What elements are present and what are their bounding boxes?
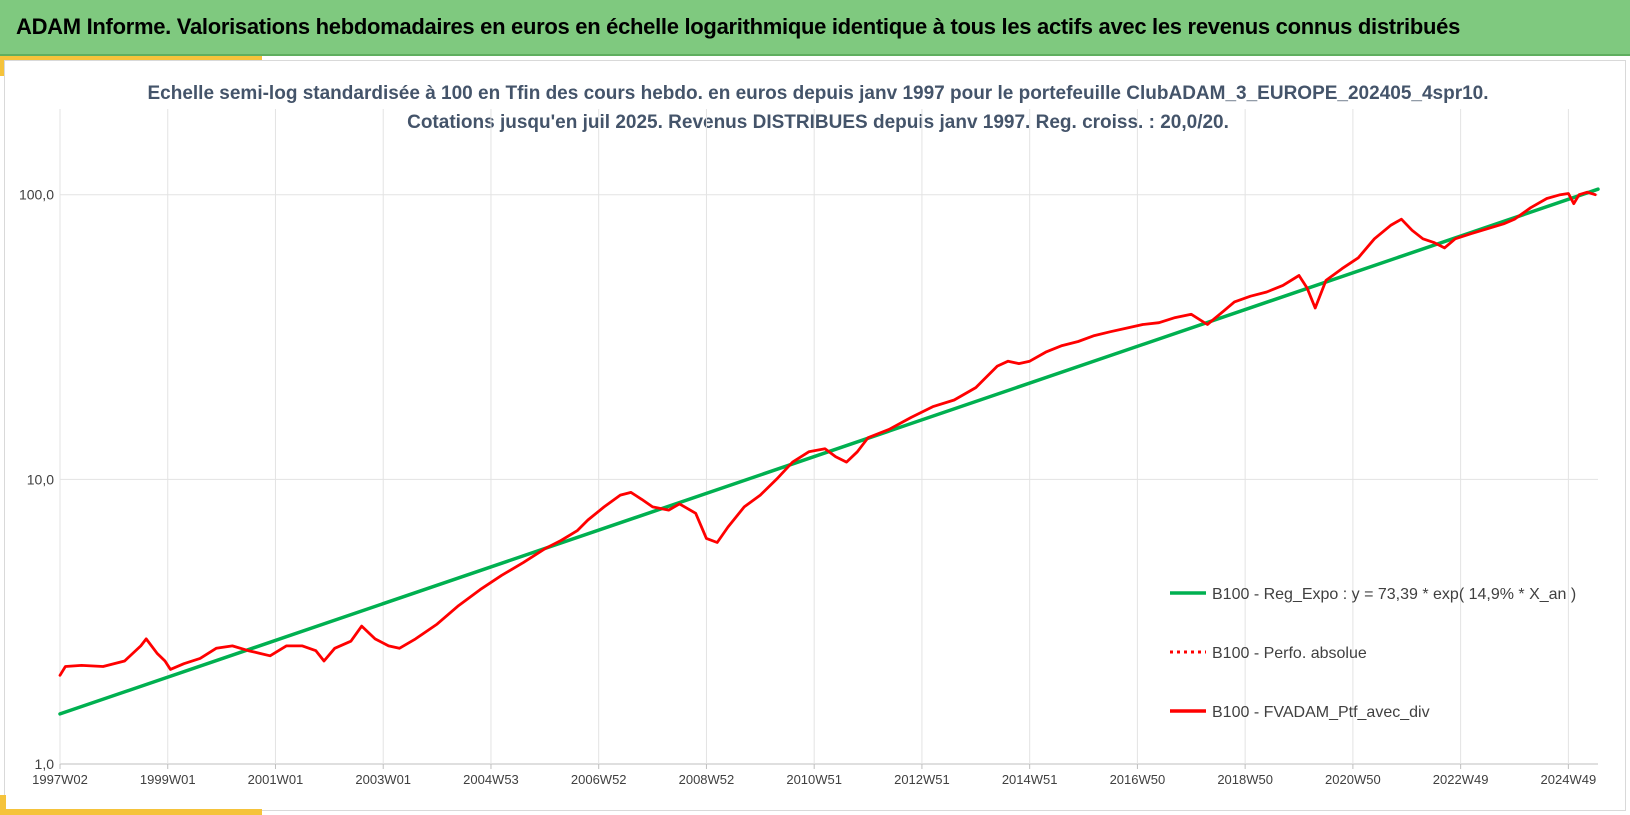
- series-layer: [58, 187, 1600, 716]
- accent-bar-bottom-vertical: [0, 795, 6, 815]
- accent-bar-bottom: [0, 809, 262, 815]
- x-tick-label: 2014W51: [1002, 772, 1058, 787]
- y-axis-ticks: 1,0 10,0 100,0: [19, 187, 54, 772]
- x-tick-label: 2004W53: [463, 772, 519, 787]
- legend-label: B100 - FVADAM_Ptf_avec_div: [1212, 704, 1430, 721]
- header-title: ADAM Informe. Valorisations hebdomadaire…: [16, 14, 1461, 39]
- chart-frame: [4, 60, 1626, 811]
- legend-label: B100 - Reg_Expo : y = 73,39 * exp( 14,9%…: [1212, 586, 1576, 603]
- x-tick-label: 2024W49: [1541, 772, 1597, 787]
- x-tick-label: 2003W01: [355, 772, 411, 787]
- series-portfolio-line: [58, 190, 1597, 677]
- x-tick-label: 1997W02: [32, 772, 88, 787]
- chart-title-line-1: Echelle semi-log standardisée à 100 en T…: [147, 83, 1488, 104]
- x-tick-label: 1999W01: [140, 772, 196, 787]
- header-banner: ADAM Informe. Valorisations hebdomadaire…: [0, 0, 1630, 56]
- chart-title-line-2: Cotations jusqu'en juil 2025. Revenus DI…: [407, 112, 1229, 133]
- x-tick-label: 2016W50: [1110, 772, 1166, 787]
- x-tick-label: 2010W51: [786, 772, 842, 787]
- x-tick-label: 2022W49: [1433, 772, 1489, 787]
- x-tick-label: 2018W50: [1217, 772, 1273, 787]
- x-tick-label: 2006W52: [571, 772, 627, 787]
- x-axis-ticks: 1997W02 1999W01 2001W01 2003W01 2004W53 2006W…: [32, 772, 1596, 787]
- accent-bar-top-vertical: [0, 56, 6, 76]
- x-tick-label: 2001W01: [248, 772, 304, 787]
- grid-layer: [59, 109, 1598, 769]
- accent-bar-top: [0, 56, 262, 62]
- y-tick-label: 10,0: [27, 471, 54, 487]
- x-tick-label: 2008W52: [679, 772, 735, 787]
- legend: B100 - Reg_Expo : y = 73,39 * exp( 14,9%…: [1170, 586, 1576, 721]
- legend-label: B100 - Perfo. absolue: [1212, 645, 1367, 662]
- x-tick-label: 2012W51: [894, 772, 950, 787]
- y-tick-label: 1,0: [35, 756, 55, 772]
- x-tick-label: 2020W50: [1325, 772, 1381, 787]
- y-tick-label: 100,0: [19, 187, 54, 203]
